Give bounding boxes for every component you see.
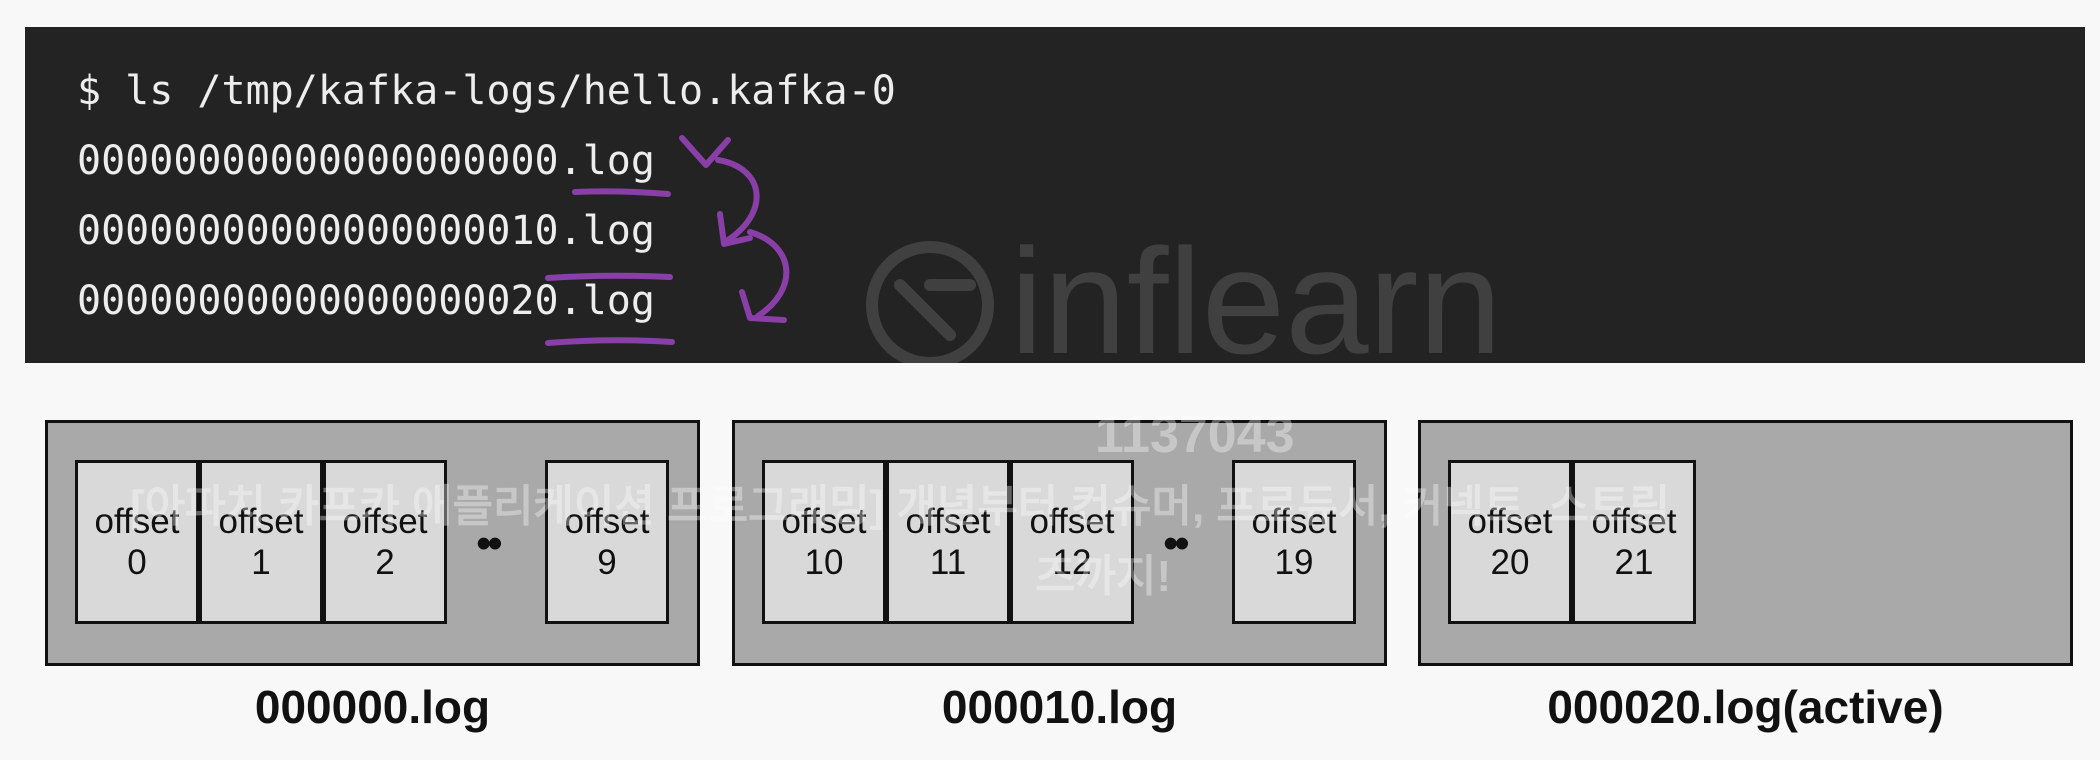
terminal-file-line: 00000000000000000000.log xyxy=(77,138,655,184)
offset-number: 10 xyxy=(804,543,844,582)
inflearn-watermark-logo: inflearn xyxy=(866,225,1502,385)
offset-cell: offset 1 xyxy=(199,460,323,624)
log-segment: offset 0 offset 1 offset 2 •• offset 9 xyxy=(45,420,700,666)
watermark-course-line: 즈까지! xyxy=(1035,552,1172,601)
watermark-brand: inflearn xyxy=(1010,225,1502,385)
terminal-window: $ ls /tmp/kafka-logs/hello.kafka-0 00000… xyxy=(25,27,2085,363)
offset-number: 19 xyxy=(1274,543,1314,582)
segment-label: 000010.log xyxy=(941,681,1178,733)
offset-cell: offset 0 xyxy=(75,460,199,624)
offset-cell: offset 2 xyxy=(323,460,447,624)
ellipsis-dots: •• xyxy=(476,519,503,568)
offset-title: offset xyxy=(905,502,991,541)
offset-number: 1 xyxy=(251,543,271,582)
offset-title: offset xyxy=(781,502,867,541)
offset-title: offset xyxy=(1251,502,1337,541)
segment-label: 000000.log xyxy=(254,681,491,733)
offset-number: 9 xyxy=(597,543,617,582)
offset-cell: offset 12 xyxy=(1010,460,1134,624)
log-segment-active: offset 20 offset 21 xyxy=(1418,420,2073,666)
offset-cell: offset 21 xyxy=(1572,460,1696,624)
offset-number: 2 xyxy=(375,543,395,582)
offset-cell: offset 20 xyxy=(1448,460,1572,624)
offset-title: offset xyxy=(564,502,650,541)
offset-number: 12 xyxy=(1052,543,1092,582)
terminal-file-line: 00000000000000000020.log xyxy=(77,278,655,324)
terminal-command: $ ls /tmp/kafka-logs/hello.kafka-0 xyxy=(77,68,896,114)
offset-title: offset xyxy=(342,502,428,541)
offset-number: 0 xyxy=(127,543,147,582)
offset-number: 20 xyxy=(1490,543,1530,582)
ellipsis-dots: •• xyxy=(1163,519,1190,568)
log-segment: offset 10 offset 11 offset 12 •• offset … xyxy=(732,420,1387,666)
offset-title: offset xyxy=(1467,502,1553,541)
offset-cell: offset 10 xyxy=(762,460,886,624)
offset-cell: offset 9 xyxy=(545,460,669,624)
terminal-file-line: 00000000000000000010.log xyxy=(77,208,655,254)
offset-cell: offset 19 xyxy=(1232,460,1356,624)
watermark-id: 1137043 xyxy=(1095,406,1295,464)
watermark-course-line: [아파치 카프카 애플리케이션 프로그래밍] 개념부터 컨슈머, 프로듀서, 커… xyxy=(130,482,1671,531)
segment-label: 000020.log(active) xyxy=(1547,681,1944,733)
offset-title: offset xyxy=(1029,502,1115,541)
offset-title: offset xyxy=(94,502,180,541)
offset-title: offset xyxy=(218,502,304,541)
offset-cell: offset 11 xyxy=(886,460,1010,624)
offset-number: 21 xyxy=(1614,543,1654,582)
offset-number: 11 xyxy=(929,543,967,582)
offset-title: offset xyxy=(1591,502,1677,541)
